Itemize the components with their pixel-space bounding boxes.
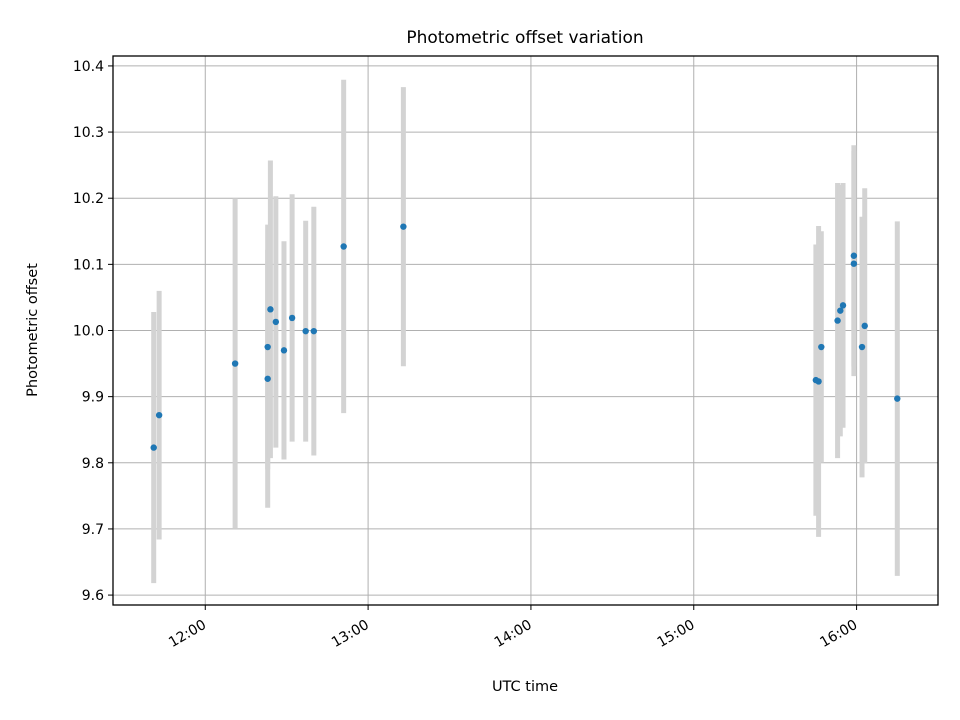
data-point	[155, 411, 163, 419]
data-point	[267, 306, 274, 313]
data-point	[150, 444, 157, 451]
data-point	[302, 327, 309, 335]
y-tick-label: 10.4	[73, 59, 104, 75]
y-axis-ticks: 9.6 9.7 9.8 9.9 10.0 10.1 10.2 10.3 10.4	[73, 59, 113, 604]
data-point	[272, 318, 280, 326]
y-tick-label: 9.7	[82, 522, 104, 538]
data-point	[340, 243, 347, 250]
data-point	[280, 347, 288, 354]
data-point	[288, 314, 296, 322]
data-point	[310, 327, 318, 335]
data-points	[150, 223, 901, 451]
y-tick-label: 10.2	[73, 191, 104, 207]
data-point	[264, 343, 271, 351]
x-axis-label: UTC time	[492, 679, 558, 695]
chart-title: Photometric offset variation	[406, 28, 643, 48]
data-point	[818, 343, 825, 351]
y-axis-label: Photometric offset	[25, 263, 41, 397]
data-point	[850, 260, 858, 267]
data-point	[815, 378, 822, 385]
y-tick-label: 9.6	[82, 588, 104, 604]
data-point	[861, 322, 868, 330]
y-tick-label: 10.3	[73, 125, 104, 141]
data-point	[400, 223, 407, 230]
data-point	[850, 252, 858, 259]
data-point	[839, 302, 847, 309]
data-point	[837, 307, 844, 314]
y-tick-label: 10.0	[73, 324, 104, 340]
data-point	[858, 343, 866, 351]
grid-lines	[113, 56, 938, 605]
y-tick-label: 9.9	[82, 390, 104, 406]
data-point	[231, 360, 239, 367]
y-tick-label: 10.1	[73, 257, 104, 273]
data-point	[834, 317, 841, 324]
data-point	[264, 375, 271, 382]
data-point	[894, 395, 901, 402]
y-tick-label: 9.8	[82, 456, 104, 472]
